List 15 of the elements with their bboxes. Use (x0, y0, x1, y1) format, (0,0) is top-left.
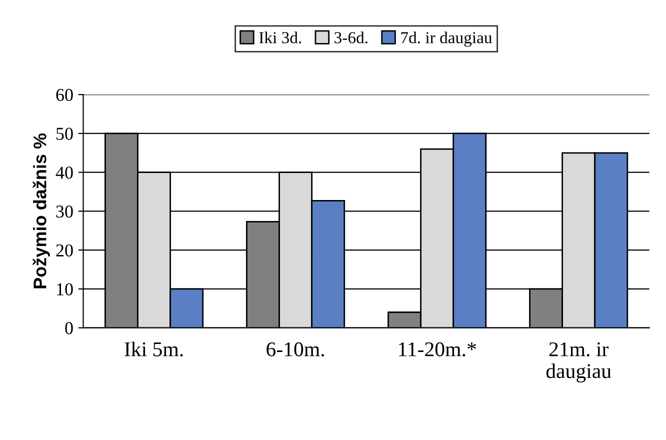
x-tick-label: 6-10m. (266, 342, 324, 356)
x-tick-label: Iki 5m. (124, 342, 183, 356)
legend-label: 3-6d. (334, 32, 368, 44)
y-tick-label: 40 (56, 166, 73, 179)
legend-label: 7d. ir daugiau (401, 32, 492, 47)
y-tick-label: 60 (56, 88, 73, 102)
x-tick-label: 11-20m.* (399, 342, 476, 356)
x-tick-label: 21m. ir daugiau (546, 342, 612, 382)
y-tick-label: 30 (56, 205, 73, 218)
y-axis-title: Požymio dažnis % (32, 133, 50, 288)
y-tick-label: 0 (65, 322, 73, 334)
y-tick-label: 10 (57, 283, 73, 296)
y-tick-label: 50 (56, 128, 73, 140)
y-tick-label: 20 (56, 244, 73, 257)
legend-label: Iki 3d. (259, 32, 302, 44)
